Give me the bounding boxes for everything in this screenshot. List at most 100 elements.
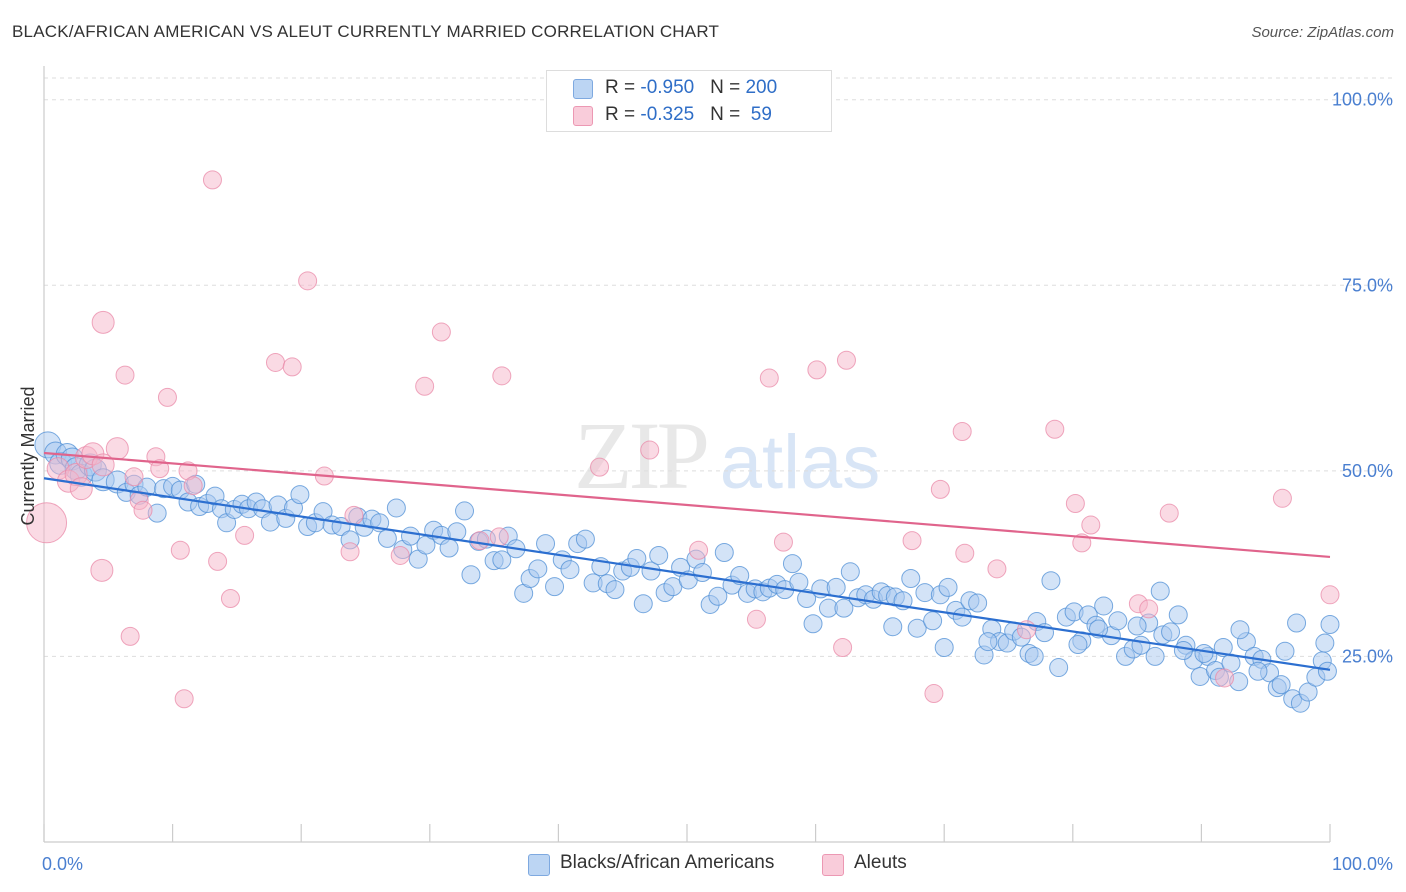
aleuts-point	[1081, 515, 1101, 535]
x-tick-label: 100.0%	[1332, 854, 1393, 874]
aleuts-point	[115, 365, 135, 385]
blacks-point	[461, 565, 481, 585]
aleuts-point	[91, 310, 115, 334]
aleuts-point	[1320, 585, 1340, 605]
blacks-point	[923, 611, 943, 631]
blacks-point	[633, 594, 653, 614]
blacks-point	[782, 554, 802, 574]
blacks-point	[1089, 619, 1109, 639]
bottom-legend-label: Blacks/African Americans	[560, 852, 775, 873]
aleuts-point	[470, 531, 490, 551]
blacks-point	[1317, 661, 1337, 681]
aleuts-point	[924, 684, 944, 704]
bottom-legend-label: Aleuts	[854, 852, 907, 873]
legend-swatch-blue	[573, 79, 593, 99]
blacks-point	[1024, 646, 1044, 666]
aleuts-point	[298, 271, 318, 291]
aleuts-point	[105, 437, 129, 461]
aleuts-point	[235, 525, 255, 545]
legend-row-text: R = -0.950 N = 200	[605, 77, 777, 99]
x-tick-label: 0.0%	[42, 854, 83, 874]
blacks-point	[1213, 638, 1233, 658]
blacks-point	[1230, 620, 1250, 640]
aleuts-point	[150, 459, 170, 479]
blacks-trend-line	[43, 477, 1331, 671]
blacks-point	[649, 545, 669, 565]
blacks-point	[952, 607, 972, 627]
aleuts-point	[120, 626, 140, 646]
blacks-point	[1173, 640, 1193, 660]
blacks-point	[1094, 596, 1114, 616]
blacks-point	[560, 560, 580, 580]
aleuts-point	[689, 540, 709, 560]
y-tick-labels: 25.0% 50.0% 75.0% 100.0%	[1332, 90, 1393, 667]
blacks-point	[1161, 622, 1181, 642]
blacks-point	[797, 589, 817, 609]
aleuts-point	[344, 505, 364, 525]
aleuts-point	[1272, 488, 1292, 508]
y-axis-label: Currently Married	[18, 386, 38, 525]
blacks-point	[492, 550, 512, 570]
chart-source: Source: ZipAtlas.com	[1251, 24, 1394, 41]
aleuts-point	[26, 502, 68, 544]
watermark-zip-text: ZIP	[574, 402, 707, 509]
r-label: R =	[605, 77, 641, 98]
blacks-point	[605, 580, 625, 600]
blacks-point	[439, 538, 459, 558]
aleuts-point	[90, 558, 114, 582]
blacks-point	[575, 529, 595, 549]
aleuts-point	[930, 479, 950, 499]
n-value: 59	[745, 104, 772, 125]
r-label: R =	[605, 104, 641, 125]
blacks-point	[1041, 571, 1061, 591]
aleuts-trend-line	[43, 451, 1331, 559]
blacks-point	[968, 593, 988, 613]
aleuts-point	[1139, 599, 1159, 619]
aleuts-point	[69, 477, 93, 501]
aleuts-point	[91, 453, 115, 477]
aleuts-point	[431, 322, 451, 342]
aleuts-point	[987, 559, 1007, 579]
aleuts-point	[157, 387, 177, 407]
aleuts-point	[208, 551, 228, 571]
blacks-point	[1049, 658, 1069, 678]
blacks-point	[714, 543, 734, 562]
blacks-point	[545, 577, 565, 597]
blacks-point	[834, 598, 854, 618]
blacks-point	[1127, 616, 1147, 636]
aleuts-point	[902, 531, 922, 551]
blacks-point	[377, 528, 397, 548]
aleuts-point	[124, 467, 144, 487]
aleuts-point	[833, 638, 853, 658]
n-label: N =	[710, 77, 746, 98]
aleuts-point	[1159, 503, 1179, 523]
aleuts-point	[133, 500, 153, 520]
blacks-point	[290, 485, 310, 505]
blacks-point	[536, 534, 556, 554]
watermark-atlas-text: atlas	[720, 420, 881, 505]
blacks-point	[826, 577, 846, 597]
aleuts-point	[807, 360, 827, 380]
blacks-point	[1271, 675, 1291, 695]
blacks-point	[883, 617, 903, 637]
y-tick-label: 75.0%	[1342, 275, 1393, 295]
aleuts-point	[220, 589, 240, 609]
blacks-point	[938, 577, 958, 597]
blacks-point	[1298, 682, 1318, 702]
blacks-point	[1068, 635, 1088, 655]
aleuts-point	[1045, 419, 1065, 439]
blacks-point	[907, 618, 927, 638]
r-value: -0.950	[640, 77, 695, 98]
blacks-point	[1275, 641, 1295, 661]
chart-title: BLACK/AFRICAN AMERICAN VS ALEUT CURRENTL…	[12, 22, 720, 41]
bottom-legend-swatch-pink	[822, 854, 844, 876]
legend-row-text: R = -0.325 N = 59	[605, 104, 772, 126]
blacks-point	[708, 586, 728, 606]
blacks-point	[978, 632, 998, 652]
aleuts-point	[1215, 668, 1235, 688]
blacks-point	[1168, 605, 1188, 625]
blacks-point	[1108, 611, 1128, 631]
aleuts-point	[590, 457, 610, 477]
blacks-point	[803, 614, 823, 634]
